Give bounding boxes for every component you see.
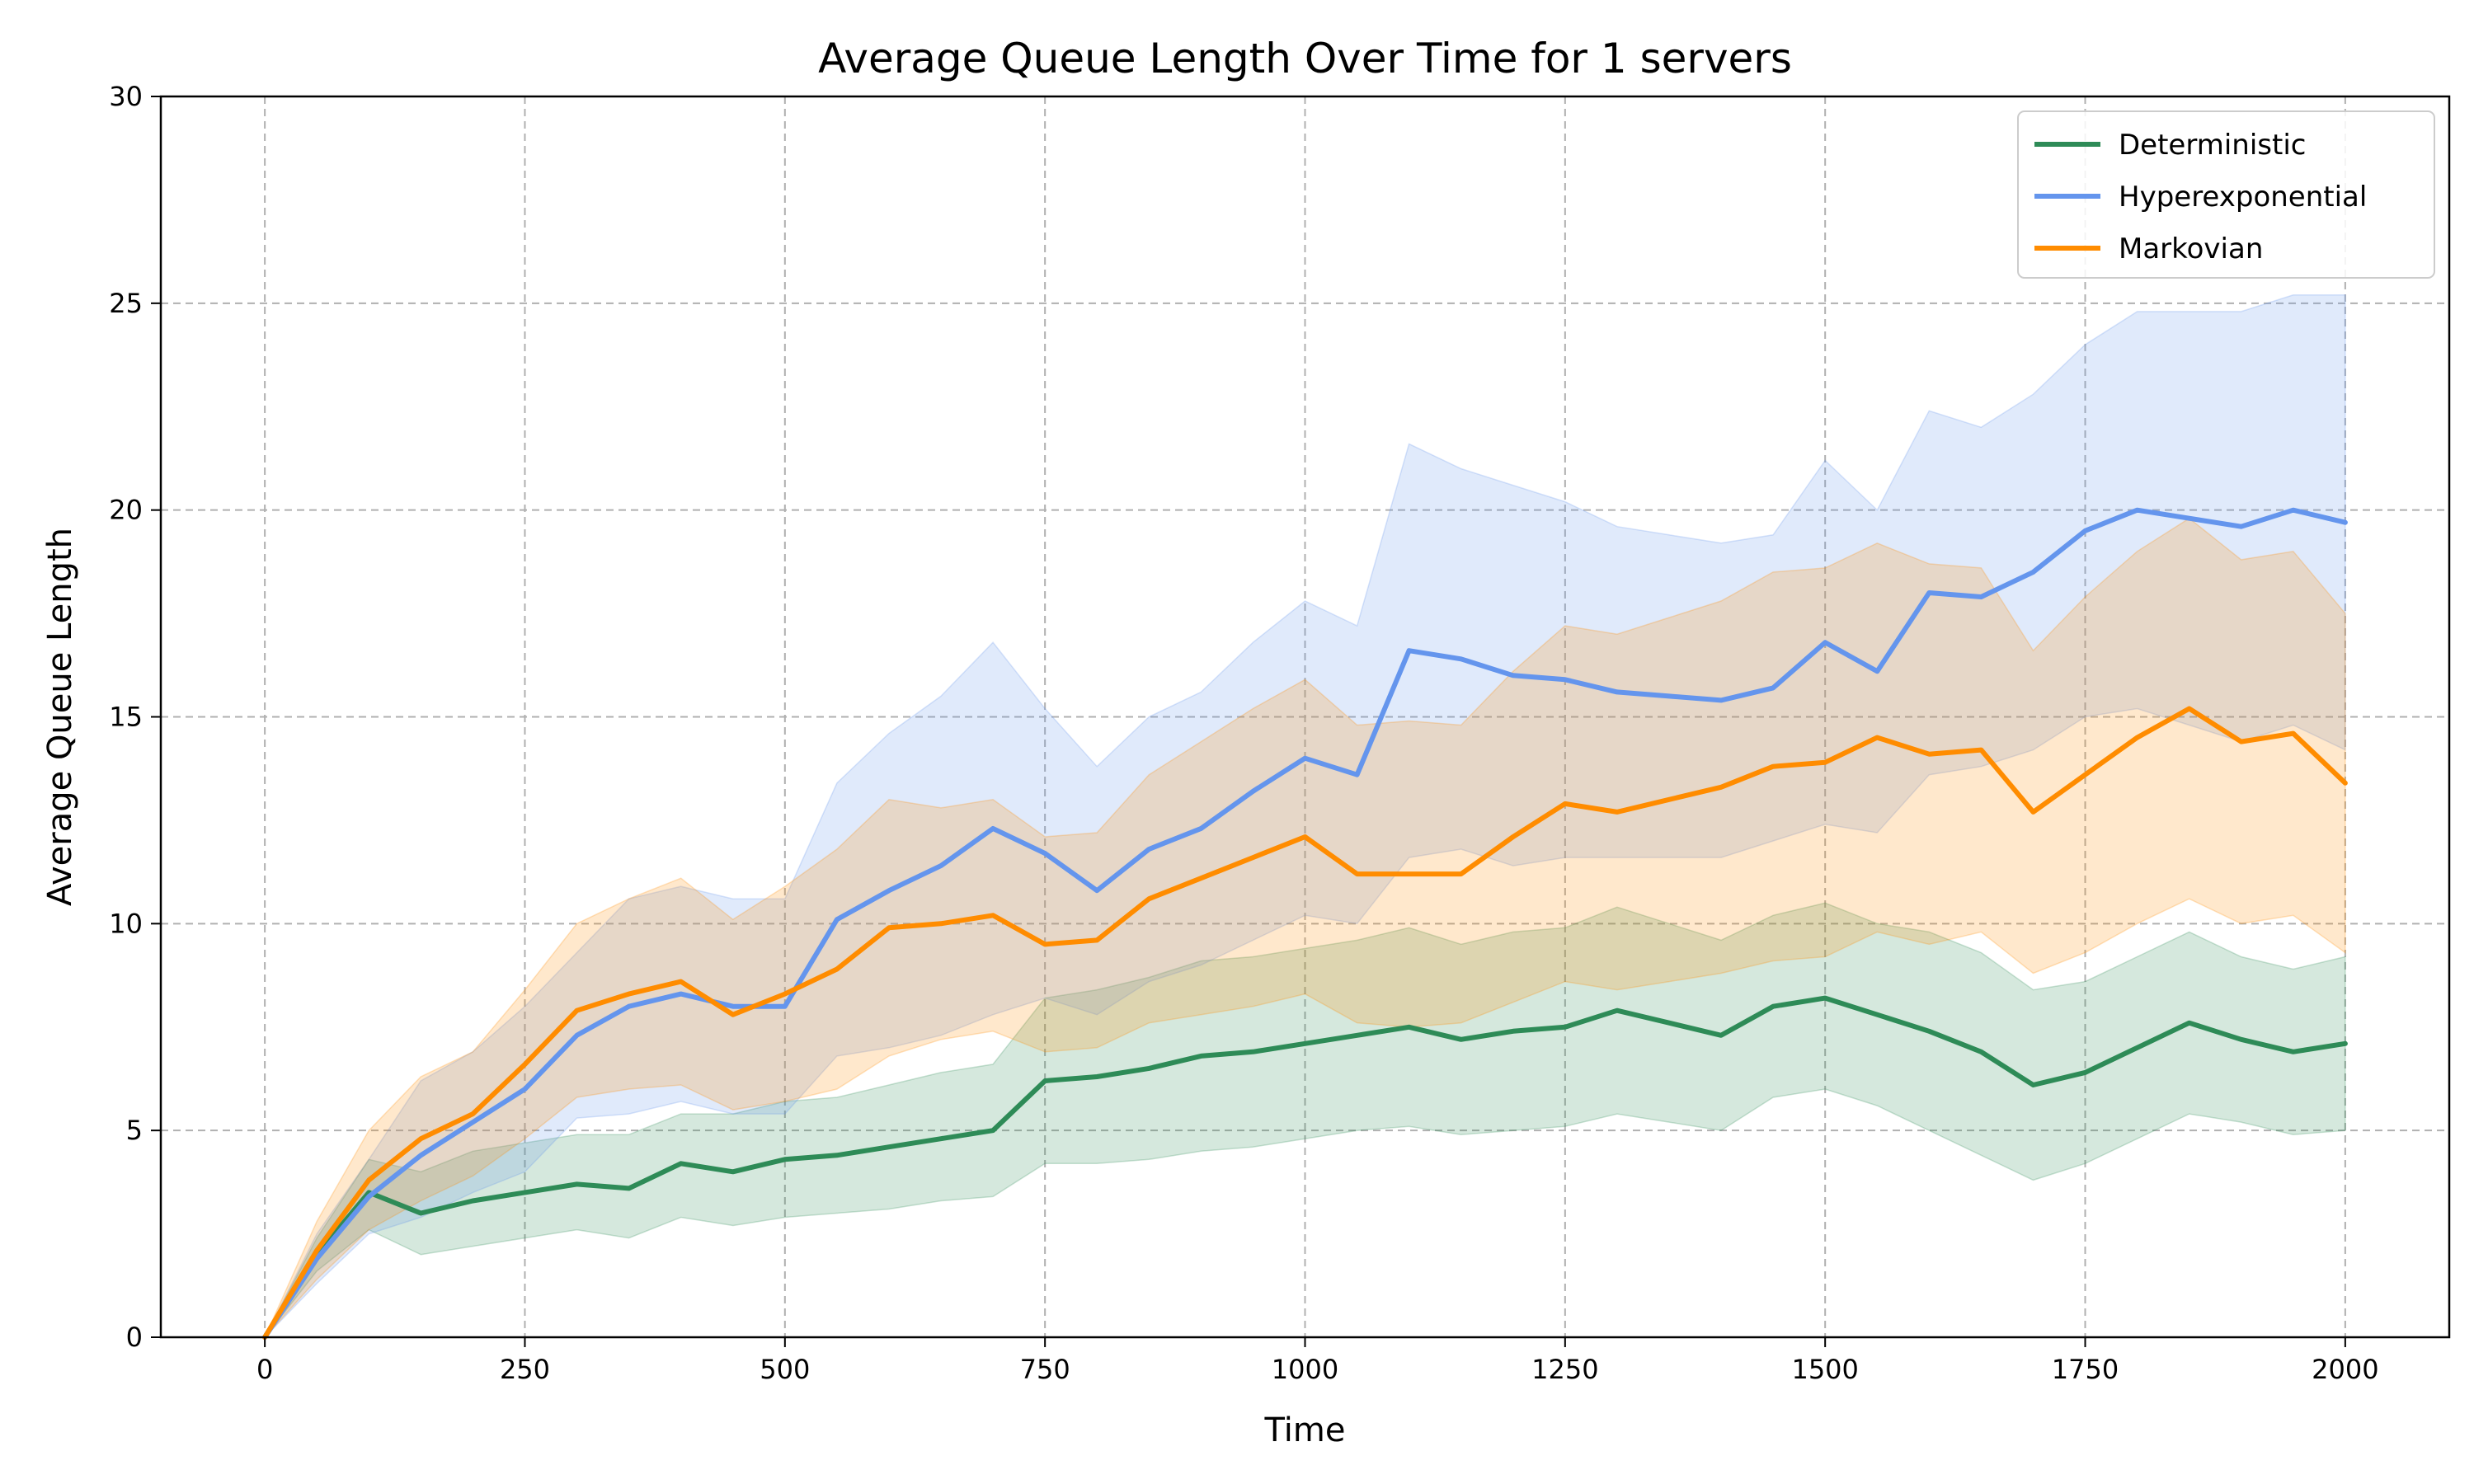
- x-tick-label: 250: [500, 1354, 550, 1385]
- legend-box: [2017, 110, 2435, 279]
- x-tick-label: 500: [760, 1354, 810, 1385]
- y-tick-label: 15: [109, 702, 143, 733]
- x-tick-label: 1000: [1272, 1354, 1338, 1385]
- y-tick-label: 30: [109, 81, 143, 112]
- series-line-markovian: [262, 706, 2348, 1340]
- x-tick-label: 2000: [2312, 1354, 2378, 1385]
- x-tick-label: 750: [1020, 1354, 1070, 1385]
- y-tick-label: 5: [126, 1115, 143, 1146]
- legend-label: Hyperexponential: [2119, 181, 2367, 214]
- x-tick-label: 1500: [1791, 1354, 1858, 1385]
- x-tick-label: 1750: [2052, 1354, 2119, 1385]
- chart-title: Average Queue Length Over Time for 1 ser…: [818, 35, 1792, 82]
- x-axis-title: Time: [1264, 1411, 1346, 1449]
- x-tick-label: 0: [256, 1354, 273, 1385]
- legend-label: Deterministic: [2119, 129, 2306, 162]
- series-line-deterministic: [262, 995, 2348, 1340]
- y-axis-title: Average Queue Length: [41, 528, 79, 906]
- series-line-hyperexponential: [262, 507, 2348, 1340]
- y-tick-label: 25: [109, 288, 143, 319]
- y-tick-label: 0: [126, 1322, 143, 1353]
- y-tick-label: 20: [109, 495, 143, 526]
- legend-label: Markovian: [2119, 232, 2263, 265]
- legend: Deterministic Hyperexponential Markovian: [2017, 110, 2435, 279]
- series-lines: [262, 507, 2348, 1340]
- y-tick-label: 10: [109, 908, 143, 939]
- x-tick-label: 1250: [1531, 1354, 1598, 1385]
- x-axis-ticks: 0 250 500 750 1000 1250 1500 1750 2000: [256, 1337, 2379, 1385]
- y-axis-ticks: 0 5 10 15 20 25 30: [109, 81, 161, 1353]
